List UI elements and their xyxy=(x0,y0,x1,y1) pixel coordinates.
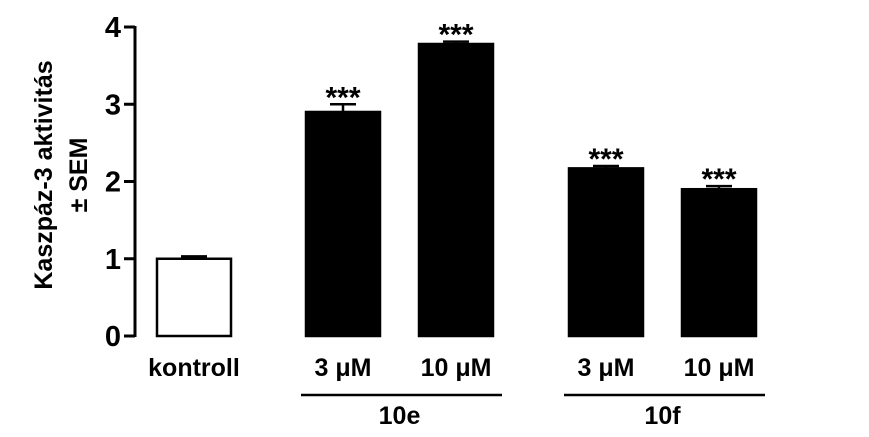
x-label-0: kontroll xyxy=(148,354,240,382)
group-label-1: 10f xyxy=(644,402,681,430)
y-tick-label-0: 0 xyxy=(105,321,121,353)
bar-3 xyxy=(567,167,645,338)
bar-1 xyxy=(304,110,382,338)
x-label-2: 10 μM xyxy=(421,354,492,382)
y-tick-label-4: 4 xyxy=(105,12,121,44)
x-axis-labels: kontroll 3 μM 10 μM 3 μM 10 μM xyxy=(148,354,754,382)
x-label-1: 3 μM xyxy=(315,354,372,382)
group-brackets: 10e 10f xyxy=(301,393,765,430)
significance-label-3: *** xyxy=(588,143,623,176)
group-label-0: 10e xyxy=(379,402,421,430)
y-tick-label-1: 1 xyxy=(105,244,121,276)
bar-2 xyxy=(417,42,495,338)
y-axis: 0 1 2 3 4 xyxy=(105,12,137,353)
y-tick-label-3: 3 xyxy=(105,89,121,121)
y-axis-label-line2: ± SEM xyxy=(65,138,93,213)
x-label-3: 3 μM xyxy=(578,354,635,382)
y-axis-label-line1: Kaszpáz-3 aktivitás xyxy=(30,60,58,289)
significance-label-2: *** xyxy=(438,19,473,52)
significance-label-4: *** xyxy=(701,163,736,196)
y-tick-label-2: 2 xyxy=(105,167,121,199)
bar-4 xyxy=(680,187,758,338)
x-label-4: 10 μM xyxy=(684,354,755,382)
significance-label-1: *** xyxy=(325,81,360,114)
bars: *** *** *** *** xyxy=(155,19,758,338)
bar-0 xyxy=(155,257,233,338)
